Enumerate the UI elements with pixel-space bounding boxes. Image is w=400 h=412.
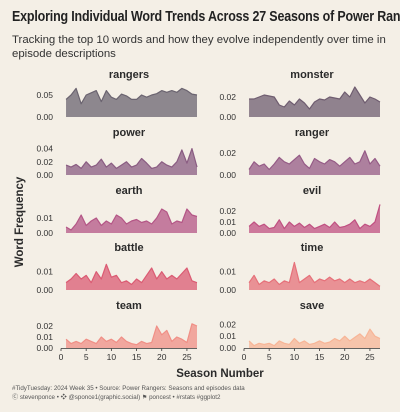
- x-tick-label: 15: [132, 352, 142, 362]
- series-line-earth: [65, 208, 198, 231]
- caption-source: #TidyTuesday: 2024 Week 35 • Source: Pow…: [12, 385, 245, 392]
- y-tick-label: 0.04: [36, 144, 53, 154]
- y-tick-label: 0.05: [36, 90, 53, 100]
- y-tick-label: 0.02: [36, 321, 53, 331]
- area-time: [249, 262, 380, 290]
- x-tick-label: 20: [340, 352, 350, 362]
- y-tick-label: 0.02: [36, 157, 53, 167]
- area-ranger: [249, 150, 380, 175]
- x-tick-label: 0: [59, 352, 64, 362]
- panel-title-team: team: [116, 300, 142, 312]
- series-line-battle: [65, 263, 198, 286]
- panel-title-battle: battle: [114, 242, 143, 254]
- y-tick-label: 0.00: [219, 343, 236, 353]
- x-tick-label: 5: [84, 352, 89, 362]
- y-tick-label: 0.01: [36, 332, 53, 342]
- y-tick-label: 0.00: [36, 112, 53, 122]
- series-line-time: [248, 261, 381, 287]
- caption-credits: Ⓒ stevenponce • ❖ @sponce1(graphic.socia…: [12, 394, 221, 401]
- area-rangers: [66, 88, 197, 117]
- series-line-ranger: [248, 150, 381, 171]
- chart-title: Exploring Individual Word Trends Across …: [12, 9, 400, 25]
- y-tick-label: 0.00: [219, 112, 236, 122]
- series-line-monster: [249, 86, 381, 110]
- y-tick-label: 0.00: [219, 228, 236, 238]
- panel-title-rangers: rangers: [109, 69, 149, 81]
- y-tick-label: 0.00: [36, 228, 53, 238]
- chart-caption: #TidyTuesday: 2024 Week 35 • Source: Pow…: [12, 384, 392, 402]
- y-tick-label: 0.02: [219, 148, 236, 158]
- y-tick-label: 0.01: [219, 331, 236, 341]
- panel-title-save: save: [300, 300, 324, 312]
- y-tick-label: 0.01: [36, 267, 53, 277]
- area-team: [66, 323, 197, 348]
- area-battle: [66, 264, 197, 290]
- series-line-save: [248, 328, 381, 347]
- x-tick-label: 10: [107, 352, 117, 362]
- y-tick-label: 0.00: [36, 170, 53, 180]
- y-tick-label: 0.02: [219, 319, 236, 329]
- y-tick-label: 0.00: [219, 170, 236, 180]
- area-save: [249, 329, 380, 348]
- y-tick-label: 0.00: [36, 343, 53, 353]
- y-tick-label: 0.00: [219, 285, 236, 295]
- panel-title-power: power: [113, 127, 146, 139]
- x-tick-label: 25: [365, 352, 375, 362]
- chart-subtitle: Tracking the top 10 words and how they e…: [12, 34, 386, 60]
- x-tick-label: 10: [290, 352, 300, 362]
- series-line-rangers: [65, 87, 198, 105]
- series-line-power: [65, 148, 198, 169]
- x-tick-label: 15: [315, 352, 325, 362]
- y-tick-label: 0.01: [36, 213, 53, 223]
- x-tick-label: 20: [157, 352, 167, 362]
- area-power: [66, 148, 197, 175]
- panel-title-evil: evil: [303, 185, 321, 197]
- series-line-evil: [248, 204, 381, 230]
- area-earth: [66, 209, 197, 233]
- x-tick-label: 5: [267, 352, 272, 362]
- panel-title-monster: monster: [290, 69, 334, 81]
- x-tick-label: 25: [182, 352, 192, 362]
- y-tick-label: 0.02: [219, 92, 236, 102]
- y-tick-label: 0.02: [219, 206, 236, 216]
- panel-title-earth: earth: [116, 185, 143, 197]
- y-tick-label: 0.01: [219, 217, 236, 227]
- y-axis-title: Word Frequency: [14, 176, 26, 267]
- x-tick-label: 0: [242, 352, 247, 362]
- panel-title-time: time: [301, 242, 324, 254]
- panel-title-ranger: ranger: [295, 127, 330, 139]
- series-line-team: [65, 323, 198, 346]
- y-tick-label: 0.00: [36, 285, 53, 295]
- y-tick-label: 0.01: [219, 267, 236, 277]
- x-axis-title: Season Number: [176, 368, 264, 380]
